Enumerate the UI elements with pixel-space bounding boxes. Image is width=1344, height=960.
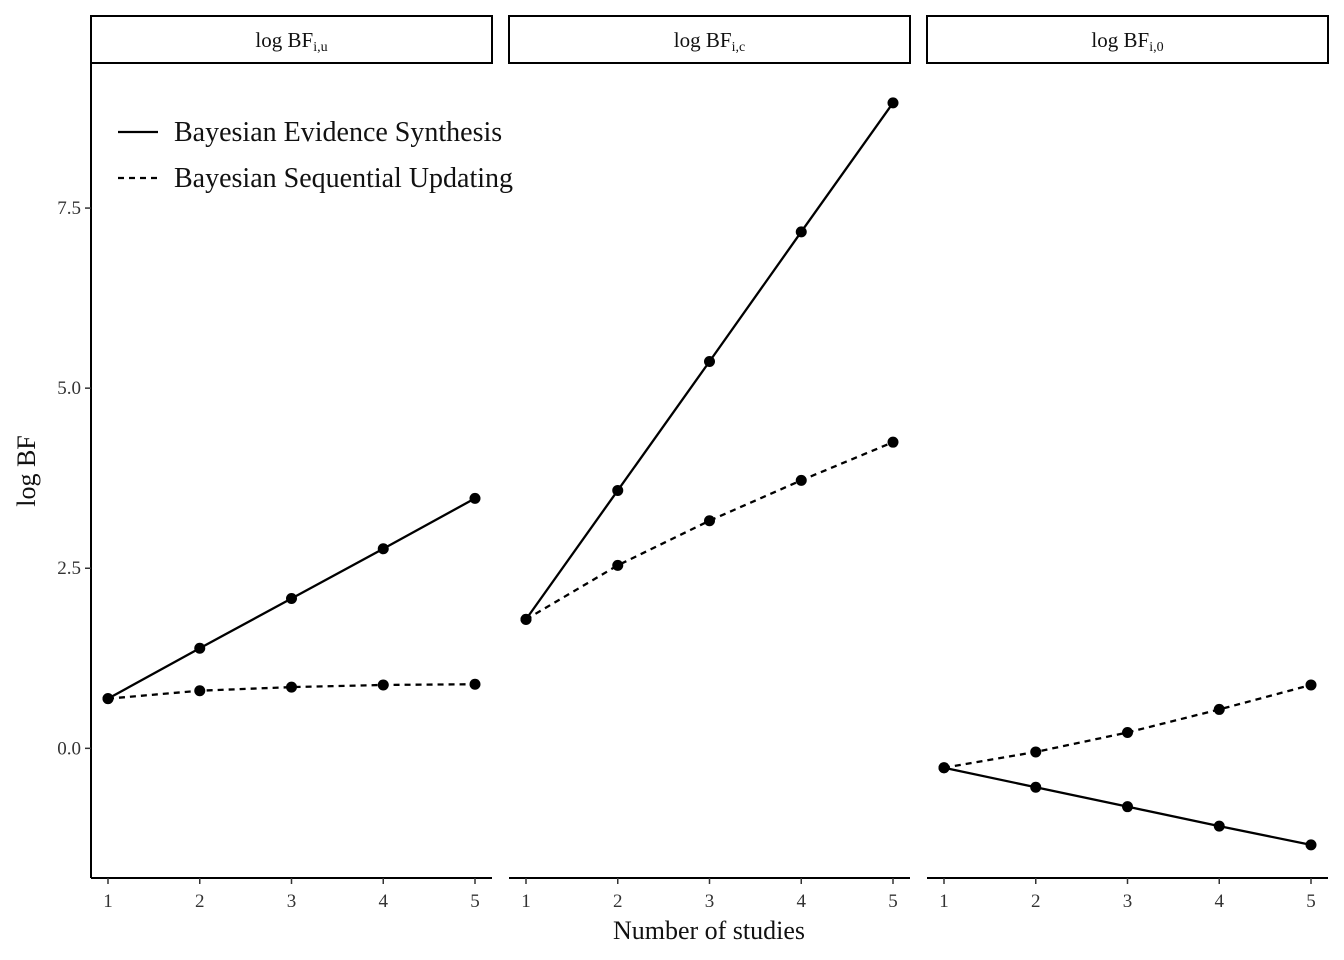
facet-panel xyxy=(102,492,481,705)
data-point xyxy=(1213,820,1225,832)
x-axis: 1 2 3 4 5 xyxy=(927,877,1328,912)
y-tick-label: 7.5 xyxy=(57,198,81,219)
data-point xyxy=(469,678,481,690)
x-tick-label: 4 xyxy=(797,891,807,912)
data-point xyxy=(520,613,532,625)
facet-strip-box xyxy=(508,15,911,64)
legend-label: Bayesian Sequential Updating xyxy=(174,163,513,194)
facet-strip: log BFi,u xyxy=(90,15,493,64)
y-tick-label: 2.5 xyxy=(57,558,81,579)
data-point xyxy=(194,642,206,654)
facet-strip-main: log BF xyxy=(255,28,313,52)
data-point xyxy=(795,474,807,486)
facet-strip-label: log BFi,u xyxy=(255,28,327,55)
data-point xyxy=(286,681,297,693)
x-tick-label: 5 xyxy=(1306,891,1316,912)
data-point xyxy=(795,226,807,238)
x-axis: 1 2 3 4 5 xyxy=(91,877,492,912)
facet-strip-main: log BF xyxy=(674,28,732,52)
x-tick-label: 3 xyxy=(287,891,297,912)
x-tick-label: 4 xyxy=(379,891,389,912)
facet-strip-subscript: i,u xyxy=(313,40,327,55)
x-tick-label: 1 xyxy=(103,891,113,912)
facet-strip-subscript: i,0 xyxy=(1149,40,1163,55)
data-point xyxy=(102,693,114,705)
plot-area xyxy=(102,97,1317,851)
legend-label: Bayesian Evidence Synthesis xyxy=(174,117,502,148)
y-axis: 0.0 2.5 5.0 7.5 xyxy=(57,64,92,878)
facet-strip-label: log BFi,0 xyxy=(1091,28,1163,55)
x-tick-label: 5 xyxy=(470,891,480,912)
data-point xyxy=(612,484,624,496)
data-point xyxy=(1122,801,1133,813)
x-axes: 1 2 3 4 5 1 2 3 4 5 1 2 3 4 5 xyxy=(91,877,1328,912)
y-tick-label: 5.0 xyxy=(57,378,81,399)
facet-strip-main: log BF xyxy=(1091,28,1149,52)
data-point xyxy=(887,436,899,448)
data-point xyxy=(1030,746,1042,758)
data-point xyxy=(887,97,899,109)
legend: Bayesian Evidence Synthesis Bayesian Sequ… xyxy=(118,117,513,194)
x-tick-label: 2 xyxy=(195,891,205,912)
data-point xyxy=(1305,839,1317,851)
y-tick-label: 0.0 xyxy=(57,738,81,759)
facet-strip: log BFi,c xyxy=(508,15,911,64)
x-tick-label: 2 xyxy=(613,891,623,912)
data-point xyxy=(194,685,206,697)
x-axis-title: Number of studies xyxy=(613,916,805,945)
legend-item: Bayesian Evidence Synthesis xyxy=(118,117,502,148)
legend-item: Bayesian Sequential Updating xyxy=(118,163,513,194)
data-point xyxy=(704,356,715,368)
data-point xyxy=(704,515,715,527)
data-point xyxy=(1305,679,1317,691)
data-point xyxy=(612,559,624,571)
sequential-updating-line xyxy=(943,683,1312,769)
x-tick-label: 1 xyxy=(939,891,949,912)
x-tick-label: 3 xyxy=(1123,891,1133,912)
x-tick-label: 1 xyxy=(521,891,531,912)
x-tick-label: 3 xyxy=(705,891,715,912)
x-tick-label: 2 xyxy=(1031,891,1041,912)
facet-strip-box xyxy=(926,15,1329,64)
facet-strips: log BFi,u log BFi,c log BFi,0 xyxy=(90,15,1329,64)
x-tick-label: 4 xyxy=(1215,891,1225,912)
facet-strip-label: log BFi,c xyxy=(674,28,745,55)
data-point xyxy=(1030,781,1042,793)
data-point xyxy=(286,593,297,605)
facet-strip: log BFi,0 xyxy=(926,15,1329,64)
facet-strip-box xyxy=(90,15,493,64)
data-point xyxy=(1122,726,1133,738)
sequential-updating-line xyxy=(525,441,894,621)
data-point xyxy=(377,543,389,555)
x-tick-label: 5 xyxy=(888,891,898,912)
data-point xyxy=(469,492,481,504)
y-axis-title: log BF xyxy=(12,435,41,507)
data-point xyxy=(377,679,389,691)
x-axis: 1 2 3 4 5 xyxy=(509,877,910,912)
facet-strip-subscript: i,c xyxy=(732,40,746,55)
facet-panel xyxy=(520,97,899,625)
data-point xyxy=(938,762,950,774)
data-point xyxy=(1213,703,1225,715)
facet-panel xyxy=(938,679,1317,851)
